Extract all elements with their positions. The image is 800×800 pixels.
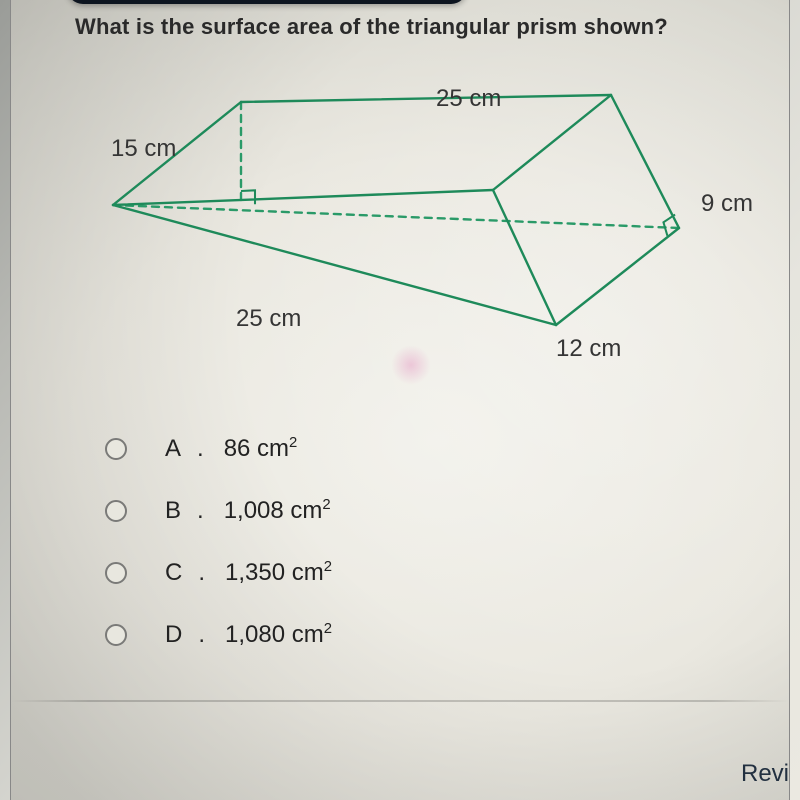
option-d[interactable]: D. 1,080 cm2	[105, 621, 605, 649]
worksheet-page: What is the surface area of the triangul…	[10, 0, 790, 800]
radio-c-icon[interactable]	[105, 562, 127, 584]
option-c[interactable]: C. 1,350 cm2	[105, 559, 605, 587]
option-a-letter: A	[165, 435, 181, 462]
option-d-exp: 2	[324, 621, 332, 637]
option-d-text: D. 1,080 cm2	[165, 621, 332, 649]
dim-label-12cm: 12 cm	[556, 335, 621, 363]
option-a-text: A. 86 cm2	[165, 435, 297, 463]
question-text: What is the surface area of the triangul…	[75, 14, 668, 40]
option-d-value: 1,080 cm	[225, 621, 324, 648]
option-b-text: B. 1,008 cm2	[165, 497, 331, 525]
option-b-exp: 2	[322, 497, 330, 513]
option-d-letter: D	[165, 621, 182, 648]
dim-label-15cm: 15 cm	[111, 135, 176, 163]
answer-options: A. 86 cm2 B. 1,008 cm2 C. 1,350 cm2 D. 1…	[105, 435, 605, 683]
option-c-exp: 2	[324, 559, 332, 575]
header-dark-strip	[67, 0, 467, 4]
option-c-value: 1,350 cm	[225, 559, 324, 586]
radio-b-icon[interactable]	[105, 500, 127, 522]
dim-label-25cm-bottom: 25 cm	[236, 305, 301, 333]
review-link[interactable]: Revi	[741, 760, 789, 788]
option-b-letter: B	[165, 497, 181, 524]
section-divider	[11, 700, 789, 702]
dim-label-9cm: 9 cm	[701, 190, 753, 218]
pink-smudge	[391, 345, 431, 385]
option-a-value: 86 cm	[224, 435, 289, 462]
dim-label-25cm-top: 25 cm	[436, 85, 501, 113]
option-c-letter: C	[165, 559, 182, 586]
option-b[interactable]: B. 1,008 cm2	[105, 497, 605, 525]
radio-a-icon[interactable]	[105, 438, 127, 460]
option-c-text: C. 1,350 cm2	[165, 559, 332, 587]
prism-svg	[51, 60, 771, 380]
radio-d-icon[interactable]	[105, 624, 127, 646]
option-b-value: 1,008 cm	[224, 497, 323, 524]
prism-figure: 15 cm 25 cm 9 cm 25 cm 12 cm	[51, 60, 771, 380]
option-a[interactable]: A. 86 cm2	[105, 435, 605, 463]
option-a-exp: 2	[289, 435, 297, 451]
